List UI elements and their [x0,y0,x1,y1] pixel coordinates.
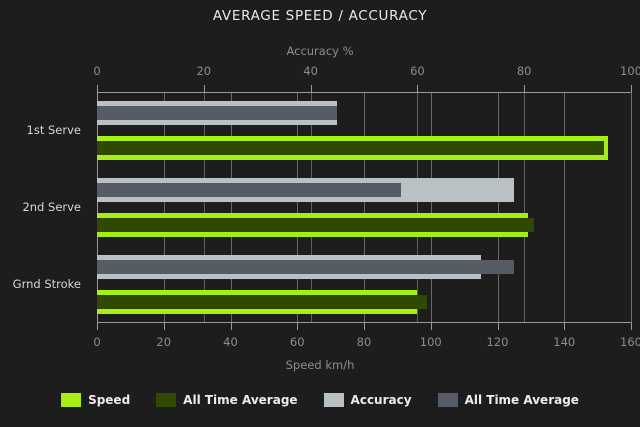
legend-item-2[interactable]: Accuracy [323,393,412,407]
ticklabel-top-40: 40 [303,64,318,78]
ticklabel-top-80: 80 [516,64,532,78]
tick-bottom-140 [564,323,566,330]
ticklabel-top-0: 0 [93,64,101,78]
ticklabel-bottom-160: 160 [620,335,640,349]
accuracy-swatch [323,393,344,407]
legend-label-1: All Time Average [183,393,298,407]
tick-top-20 [203,85,205,92]
chart-title: AVERAGE SPEED / ACCURACY [212,8,428,24]
tick-bottom-160 [631,323,632,330]
tick-top-0 [97,85,98,92]
legend-item-3[interactable]: All Time Average [437,393,579,407]
ticklabel-bottom-40: 40 [223,335,238,349]
chart-legend: Speed All Time Average Accuracy All Time Av… [0,393,640,407]
gridline-top-60 [417,92,419,323]
ticklabel-bottom-20: 20 [156,335,172,349]
top-axis-title: Accuracy % [286,44,354,58]
ticklabel-bottom-80: 80 [356,335,372,349]
ticklabel-top-20: 20 [196,64,212,78]
top-axis-line [97,92,631,93]
tick-top-100 [631,85,632,92]
tick-top-80 [524,85,526,92]
bottom-axis-title: Speed km/h [285,358,355,372]
gridline-top-100 [631,92,632,323]
legend-label-3: All Time Average [464,393,579,407]
bar-accuracy-average-0 [97,106,338,120]
bar-speed-average-1 [97,218,535,232]
gridline-bottom-80 [364,92,365,323]
bar-speed-average-0 [97,141,605,155]
bar-accuracy-average-1 [97,183,402,197]
gridline-bottom-60 [297,92,299,323]
gridline-top-40 [310,92,312,323]
category-axis: 1st Serve 2nd Serve Grnd Stroke [0,92,89,323]
speed-average-swatch [156,393,177,407]
tick-top-40 [310,85,312,92]
legend-item-1[interactable]: All Time Average [156,393,298,407]
tick-top-60 [417,85,419,92]
tick-bottom-40 [230,323,232,330]
legend-label-2: Accuracy [350,393,412,407]
gridline-bottom-140 [564,92,566,323]
tick-bottom-60 [297,323,299,330]
gridline-top-20 [203,92,205,323]
category-label-2: Grnd Stroke [12,276,81,291]
tick-bottom-80 [364,323,365,330]
tick-bottom-0 [97,323,98,330]
speed-swatch [61,393,82,407]
accuracy-average-swatch [437,393,458,407]
bar-accuracy-average-2 [97,260,514,274]
category-label-0: 1st Serve [26,122,81,137]
ticklabel-bottom-0: 0 [93,335,101,349]
ticklabel-bottom-120: 120 [486,335,509,349]
gridline-bottom-40 [230,92,232,323]
gridline-bottom-100 [430,92,432,323]
tick-bottom-20 [163,323,165,330]
gridline-top-80 [524,92,526,323]
ticklabel-bottom-100: 100 [419,335,442,349]
ticklabel-top-60: 60 [410,64,425,78]
bottom-axis-line [97,322,631,323]
ticklabel-top-100: 100 [620,64,640,78]
ticklabel-bottom-60: 60 [289,335,305,349]
category-label-1: 2nd Serve [22,199,81,214]
tick-bottom-100 [430,323,432,330]
legend-item-0[interactable]: Speed [61,393,130,407]
gridline-bottom-20 [163,92,165,323]
bar-speed-average-2 [97,295,428,309]
plot-area [97,92,632,323]
ticklabel-bottom-140: 140 [553,335,576,349]
category-axis-line [97,92,98,323]
tick-bottom-120 [497,323,499,330]
gridline-bottom-120 [497,92,499,323]
legend-label-0: Speed [88,393,131,407]
